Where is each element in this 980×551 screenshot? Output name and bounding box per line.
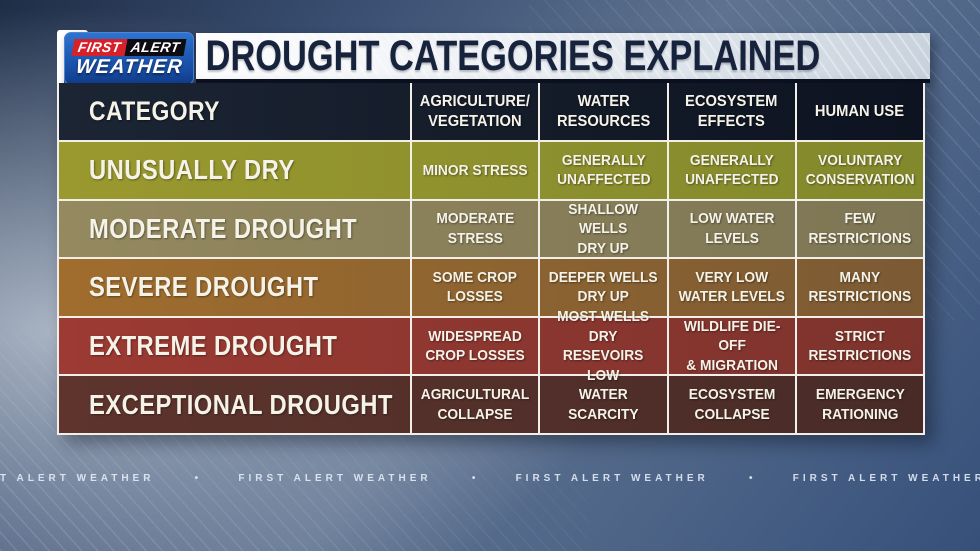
page-title: DROUGHT CATEGORIES EXPLAINED xyxy=(205,31,821,80)
ticker-item: T ALERT WEATHER xyxy=(0,472,155,484)
table-row-exceptional-drought: EXCEPTIONAL DROUGHT AGRICULTURAL COLLAPS… xyxy=(59,376,923,433)
table-cell: MANY RESTRICTIONS xyxy=(794,259,923,316)
header-cell-agriculture: AGRICULTURE/ VEGETATION xyxy=(410,83,538,140)
table-row-extreme-drought: EXTREME DROUGHT WIDESPREAD CROP LOSSES M… xyxy=(59,308,923,384)
logo-alert-badge: ALERT xyxy=(124,39,187,56)
header-cell-ecosystem: ECOSYSTEM EFFECTS xyxy=(666,83,795,140)
logo-line-first-alert: FIRST ALERT xyxy=(71,39,187,56)
logo-weather-text: WEATHER xyxy=(74,56,184,78)
table-cell: STRICT RESTRICTIONS xyxy=(794,317,923,375)
table-row-severe-drought: SEVERE DROUGHT SOME CROP LOSSES DEEPER W… xyxy=(59,259,923,316)
table-cell: LOW WATER LEVELS xyxy=(666,200,795,258)
category-cell: EXCEPTIONAL DROUGHT xyxy=(89,388,393,420)
category-cell: EXTREME DROUGHT xyxy=(89,330,338,362)
header-cell-water: WATER RESOURCES xyxy=(538,83,666,140)
ticker-item: FIRST ALERT WEATHER xyxy=(238,472,432,484)
category-cell: SEVERE DROUGHT xyxy=(89,271,319,303)
ticker-item: FIRST ALERT WEATHER xyxy=(792,472,980,484)
table-cell: DEEPER WELLS DRY UP xyxy=(538,259,666,316)
ticker-item: FIRST ALERT WEATHER xyxy=(515,472,709,484)
table-cell: SHALLOW WELLS DRY UP xyxy=(538,200,666,258)
table-cell: WIDESPREAD CROP LOSSES xyxy=(410,317,538,375)
table-cell: WILDLIFE DIE-OFF & MIGRATION xyxy=(666,317,795,375)
table-cell: MINOR STRESS xyxy=(410,142,538,199)
table-cell: VOLUNTARY CONSERVATION xyxy=(794,142,923,199)
table-cell: AGRICULTURAL COLLAPSE xyxy=(410,376,538,433)
table-cell: VERY LOW WATER LEVELS xyxy=(666,259,795,316)
title-bar: DROUGHT CATEGORIES EXPLAINED xyxy=(196,31,930,83)
header-cell-human-use: HUMAN USE xyxy=(794,83,923,140)
logo-first-badge: FIRST xyxy=(71,39,128,56)
table-cell: EMERGENCY RATIONING xyxy=(794,376,923,433)
table-cell: SOME CROP LOSSES xyxy=(410,259,538,316)
table-cell: ECOSYSTEM COLLAPSE xyxy=(666,376,795,433)
table-cell: WATER SCARCITY xyxy=(538,376,666,433)
first-alert-weather-logo: FIRST ALERT WEATHER xyxy=(64,32,194,85)
ticker-separator: • xyxy=(749,472,753,484)
table-cell: GENERALLY UNAFFECTED xyxy=(666,142,795,199)
table-cell: GENERALLY UNAFFECTED xyxy=(538,142,666,199)
ticker-separator: • xyxy=(194,472,199,484)
drought-categories-table: CATEGORY AGRICULTURE/ VEGETATION WATER R… xyxy=(57,83,925,435)
table-header-row: CATEGORY AGRICULTURE/ VEGETATION WATER R… xyxy=(59,83,923,140)
footer-ticker: T ALERT WEATHER • FIRST ALERT WEATHER • … xyxy=(0,471,980,485)
ticker-separator: • xyxy=(471,472,476,484)
table-row-moderate-drought: MODERATE DROUGHT MODERATE STRESS SHALLOW… xyxy=(59,200,923,258)
header-cell-category: CATEGORY xyxy=(89,96,220,126)
category-cell: UNUSUALLY DRY xyxy=(89,154,295,186)
table-cell: FEW RESTRICTIONS xyxy=(794,200,923,258)
table-cell: MODERATE STRESS xyxy=(410,200,538,258)
table-cell: MOST WELLS DRY RESEVOIRS LOW xyxy=(538,308,666,384)
category-cell: MODERATE DROUGHT xyxy=(89,212,358,244)
table-row-unusually-dry: UNUSUALLY DRY MINOR STRESS GENERALLY UNA… xyxy=(59,142,923,199)
